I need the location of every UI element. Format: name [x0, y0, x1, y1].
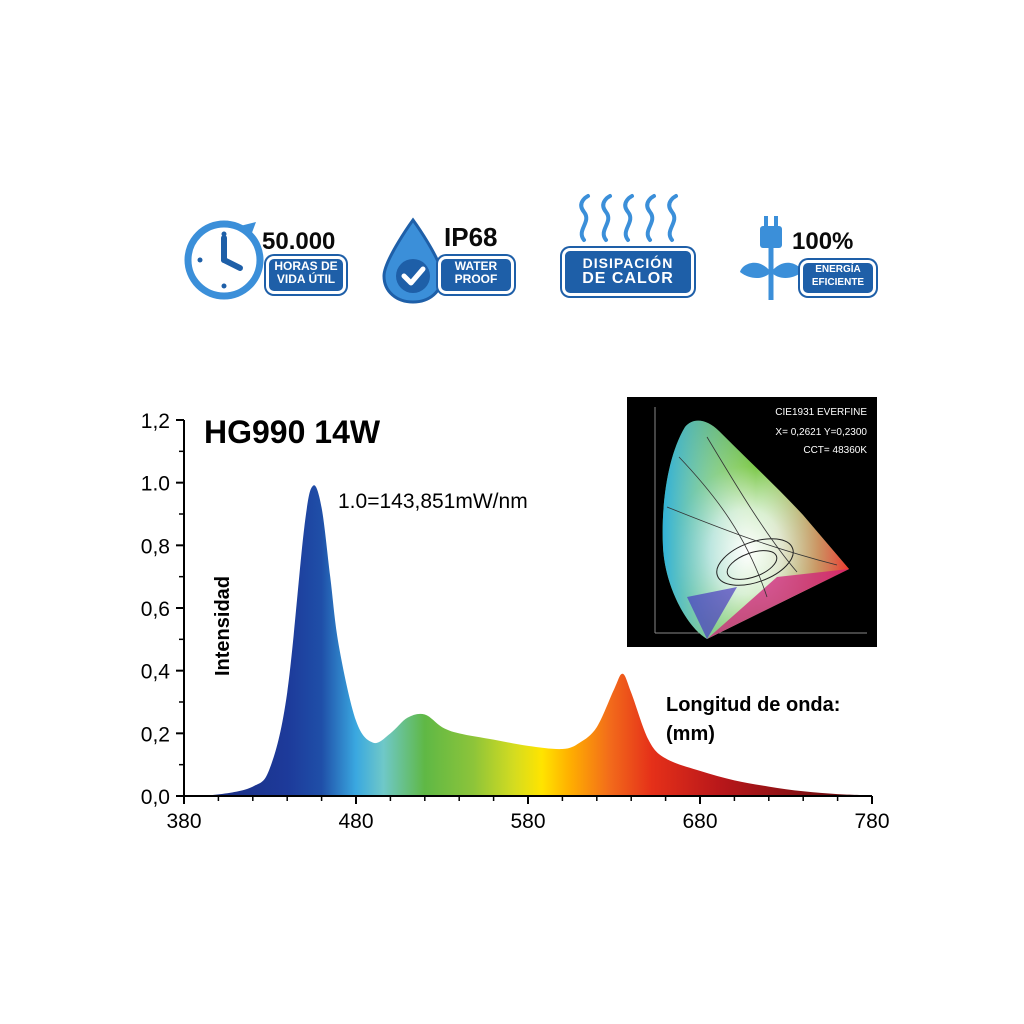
energy-badge: 100% ENERGÍA EFICIENTE	[738, 190, 883, 310]
ip-value: IP68	[444, 222, 498, 252]
cie-diagram: CIE1931 EVERFINE X= 0,2621 Y=0,2300 CCT=…	[627, 397, 877, 647]
energy-plate: ENERGÍA EFICIENTE	[800, 260, 876, 296]
heat-badge: DISIPACIÓN DE CALOR	[558, 190, 698, 310]
ip-plate: WATER PROOF	[438, 256, 514, 294]
ip-label-1: WATER	[454, 259, 498, 273]
x-tick-label: 680	[682, 810, 717, 833]
heat-plate: DISIPACIÓN DE CALOR	[562, 248, 694, 296]
lifetime-value: 50.000	[262, 228, 336, 255]
clock-icon	[184, 220, 264, 300]
x-tick-label: 780	[854, 810, 889, 833]
x-tick-label: 380	[166, 810, 201, 833]
energy-label-2: EFICIENTE	[811, 276, 865, 288]
y-tick-label: 0,2	[141, 723, 170, 746]
chart-title: HG990 14W	[204, 414, 381, 450]
water-drop-icon	[382, 217, 444, 304]
cie-line-3: CCT= 48360K	[803, 445, 867, 456]
y-tick-label: 0,8	[141, 535, 170, 558]
cie-line-1: CIE1931 EVERFINE	[775, 407, 867, 418]
y-tick-label: 0,0	[141, 786, 170, 809]
heat-label-2: DE CALOR	[582, 269, 674, 287]
ip-label-2: PROOF	[454, 271, 498, 286]
heat-waves-icon	[579, 194, 678, 242]
lifetime-label-1: HORAS DE	[274, 259, 338, 273]
energy-value: 100%	[792, 228, 854, 255]
y-tick-label: 1.0	[141, 473, 170, 496]
lifetime-plate: HORAS DE VIDA ÚTIL	[266, 256, 346, 294]
feature-badges: 50.000 HORAS DE VIDA ÚTIL IP68 WATER PRO…	[0, 190, 1024, 310]
y-axis-label: Intensidad	[212, 576, 234, 676]
energy-label-1: ENERGÍA	[815, 264, 861, 275]
y-tick-label: 1,2	[141, 410, 170, 433]
waterproof-badge: IP68 WATER PROOF	[378, 190, 523, 310]
eco-plug-icon	[740, 216, 802, 300]
x-axis-label-2: (mm)	[666, 723, 715, 745]
x-tick-label: 480	[338, 810, 373, 833]
y-tick-label: 0,6	[141, 598, 170, 621]
cie-chromaticity-plot	[654, 407, 867, 639]
y-ticks: 0,0 0,2 0,4 0,6 0,8 1.0 1,2	[141, 410, 184, 809]
heat-label-1: DISIPACIÓN	[582, 255, 674, 271]
spectrum-area	[184, 485, 872, 796]
x-axis-label-1: Longitud de onda:	[666, 694, 840, 716]
lifetime-label-2: VIDA ÚTIL	[276, 271, 336, 286]
x-tick-label: 580	[510, 810, 545, 833]
x-ticks: 380 480 580 680 780	[166, 796, 890, 833]
y-tick-label: 0,4	[141, 661, 171, 684]
chart-annotation: 1.0=143,851mW/nm	[338, 490, 528, 513]
cie-line-2: X= 0,2621 Y=0,2300	[775, 427, 867, 438]
lifetime-badge: 50.000 HORAS DE VIDA ÚTIL	[180, 190, 355, 310]
spectrum-chart: 380 480 580 680 780 0,0 0,2 0,4 0,6 0,8 1.0 1,2 HG…	[141, 410, 890, 833]
